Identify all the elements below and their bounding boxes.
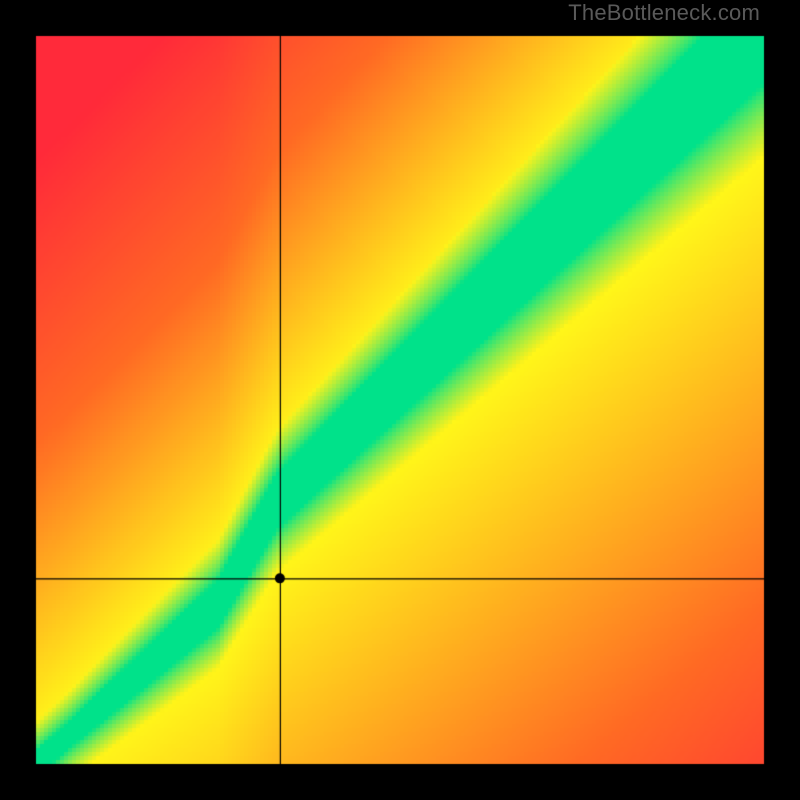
watermark-text: TheBottleneck.com (568, 0, 760, 26)
bottleneck-heatmap-canvas (0, 0, 800, 800)
chart-container: TheBottleneck.com (0, 0, 800, 800)
